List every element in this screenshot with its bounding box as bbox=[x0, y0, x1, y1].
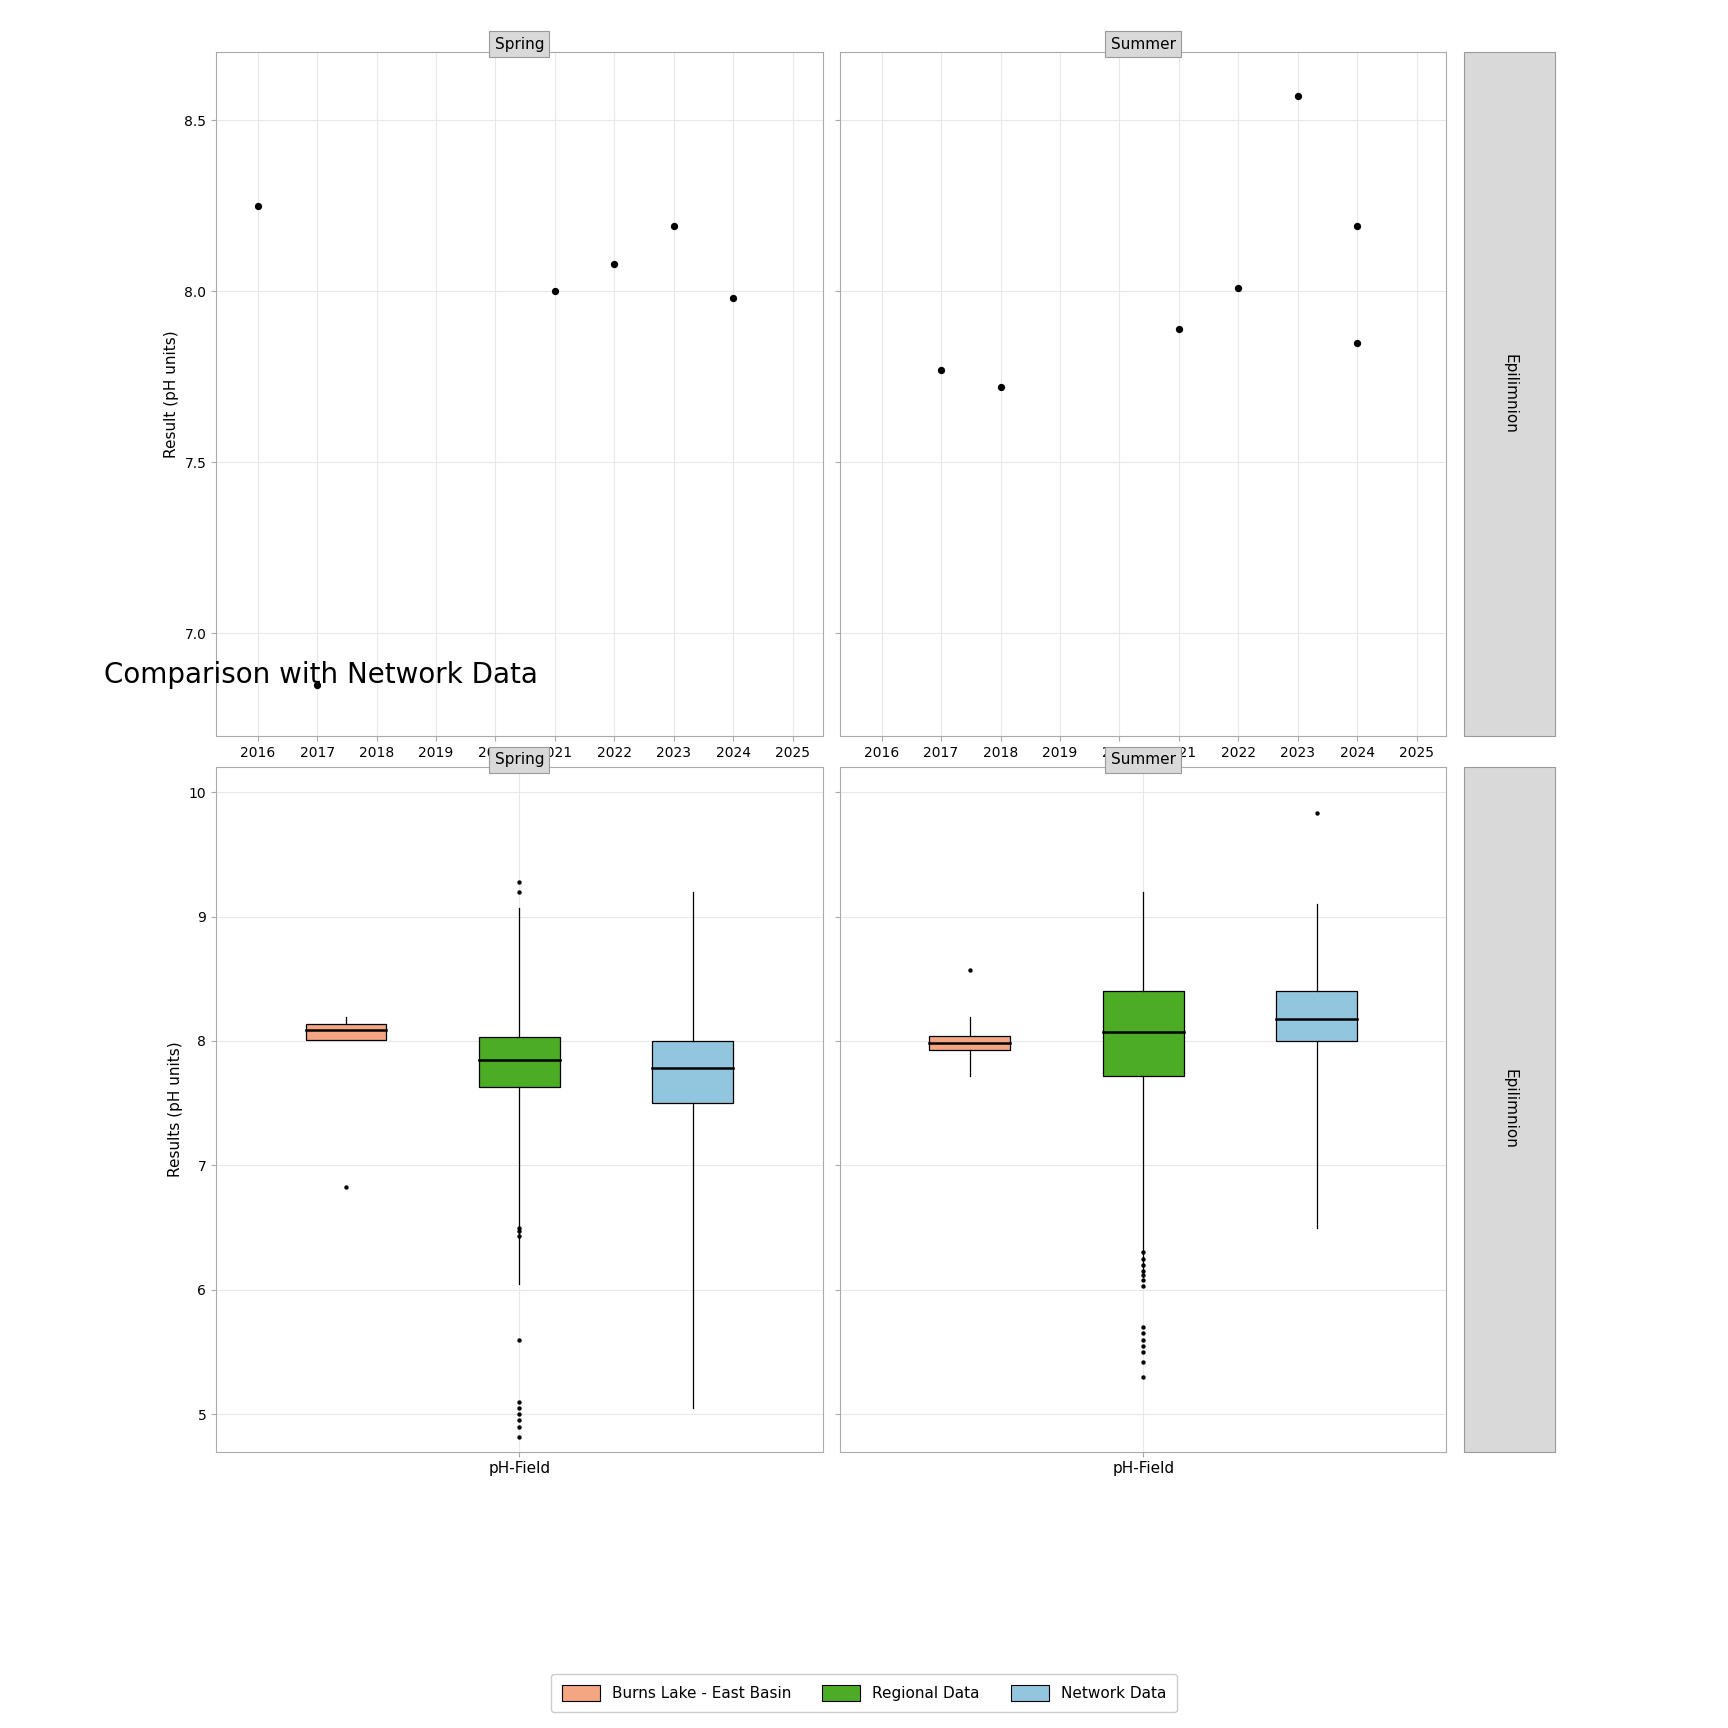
FancyBboxPatch shape bbox=[930, 1037, 1011, 1049]
Point bbox=[1130, 1313, 1158, 1341]
Point bbox=[956, 956, 983, 983]
Title: Spring: Spring bbox=[494, 752, 544, 767]
Point bbox=[987, 373, 1014, 401]
Point bbox=[1130, 1337, 1158, 1365]
FancyBboxPatch shape bbox=[1275, 992, 1356, 1040]
Point bbox=[1343, 213, 1370, 240]
Point bbox=[506, 1213, 534, 1241]
Point bbox=[506, 1388, 534, 1415]
Point bbox=[506, 867, 534, 895]
Point bbox=[506, 1222, 534, 1249]
Text: Epilimnion: Epilimnion bbox=[1502, 1070, 1517, 1149]
Point bbox=[506, 1394, 534, 1422]
Point bbox=[1130, 1251, 1158, 1279]
Title: Summer: Summer bbox=[1111, 36, 1175, 52]
Point bbox=[1284, 83, 1312, 111]
FancyBboxPatch shape bbox=[651, 1040, 733, 1102]
Point bbox=[1130, 1258, 1158, 1286]
Legend: Burns Lake - East Basin, Regional Data, Network Data: Burns Lake - East Basin, Regional Data, … bbox=[551, 1674, 1177, 1712]
Point bbox=[1130, 1261, 1158, 1289]
Point bbox=[506, 1422, 534, 1450]
Point bbox=[304, 670, 332, 698]
Point bbox=[1343, 328, 1370, 356]
Point bbox=[660, 213, 688, 240]
Point bbox=[244, 192, 271, 219]
Point bbox=[719, 285, 746, 313]
Point bbox=[1225, 275, 1253, 302]
Y-axis label: Results (pH units): Results (pH units) bbox=[168, 1042, 183, 1177]
Point bbox=[601, 251, 629, 278]
Point bbox=[506, 1325, 534, 1353]
Point bbox=[1130, 1267, 1158, 1294]
Point bbox=[506, 1407, 534, 1434]
Point bbox=[506, 1414, 534, 1441]
Y-axis label: Result (pH units): Result (pH units) bbox=[164, 330, 178, 458]
FancyBboxPatch shape bbox=[1102, 992, 1184, 1077]
FancyBboxPatch shape bbox=[306, 1023, 387, 1040]
Point bbox=[541, 278, 569, 306]
Point bbox=[1130, 1325, 1158, 1353]
Title: Spring: Spring bbox=[494, 36, 544, 52]
Point bbox=[1130, 1332, 1158, 1360]
Point bbox=[1130, 1272, 1158, 1299]
Point bbox=[1130, 1363, 1158, 1391]
Text: Comparison with Network Data: Comparison with Network Data bbox=[104, 662, 537, 689]
Point bbox=[1130, 1239, 1158, 1267]
Text: Epilimnion: Epilimnion bbox=[1502, 354, 1517, 434]
Point bbox=[1130, 1320, 1158, 1348]
Point bbox=[332, 1173, 359, 1201]
Point bbox=[1165, 314, 1192, 342]
FancyBboxPatch shape bbox=[479, 1037, 560, 1087]
Point bbox=[1130, 1244, 1158, 1272]
Point bbox=[1130, 1348, 1158, 1375]
Point bbox=[506, 1400, 534, 1427]
Point bbox=[1303, 800, 1331, 828]
Point bbox=[506, 878, 534, 905]
Point bbox=[506, 1218, 534, 1246]
Point bbox=[928, 356, 956, 384]
Title: Summer: Summer bbox=[1111, 752, 1175, 767]
